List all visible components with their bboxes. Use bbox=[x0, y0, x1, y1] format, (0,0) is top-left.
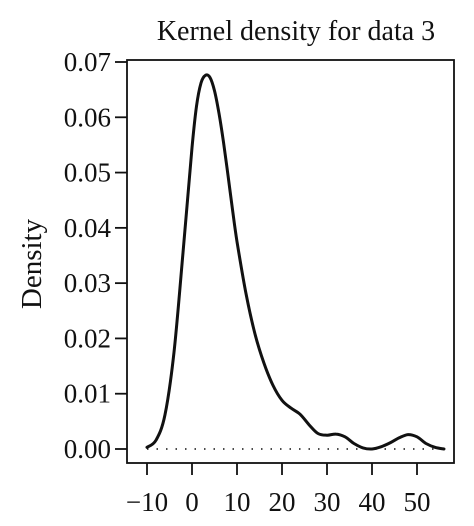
y-tick-label: 0.04 bbox=[64, 213, 112, 243]
y-tick-label: 0.05 bbox=[64, 158, 111, 188]
density-curve bbox=[145, 73, 446, 451]
y-tick-label: 0.03 bbox=[64, 268, 111, 298]
chart-title: Kernel density for data 3 bbox=[157, 16, 435, 47]
y-tick-label: 0.00 bbox=[64, 434, 111, 464]
y-tick-label: 0.07 bbox=[64, 47, 111, 77]
plot-frame bbox=[126, 59, 455, 464]
x-tick-label: 40 bbox=[359, 487, 386, 517]
y-tick-label: 0.02 bbox=[64, 323, 111, 353]
x-tick-label: 0 bbox=[185, 487, 199, 517]
x-axis: −10 0 10 20 30 40 50 bbox=[126, 463, 431, 517]
x-tick-label: 50 bbox=[404, 487, 431, 517]
x-tick-label: 10 bbox=[224, 487, 251, 517]
y-tick-label: 0.01 bbox=[64, 379, 111, 409]
x-tick-label: 20 bbox=[269, 487, 296, 517]
x-tick-label: 30 bbox=[314, 487, 341, 517]
y-tick-label: 0.06 bbox=[64, 102, 111, 132]
y-axis: 0.00 0.01 0.02 0.03 0.04 0.05 0.06 0.07 bbox=[64, 47, 127, 464]
x-tick-label: −10 bbox=[126, 487, 168, 517]
y-axis-label: Density bbox=[16, 218, 48, 309]
